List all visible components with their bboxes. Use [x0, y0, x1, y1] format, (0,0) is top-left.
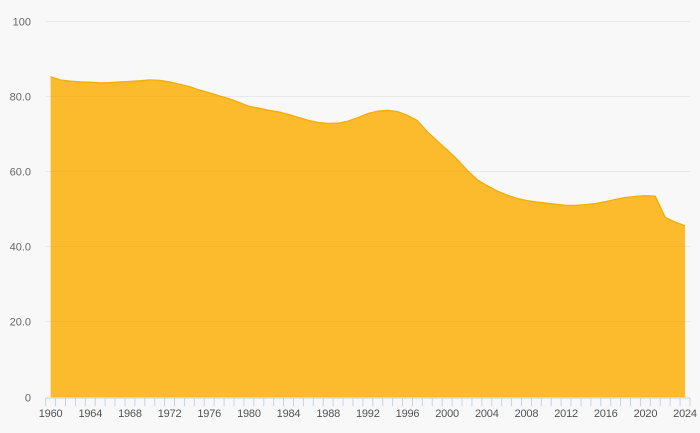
svg-text:2000: 2000: [435, 408, 459, 420]
svg-text:2004: 2004: [475, 408, 499, 420]
svg-text:1996: 1996: [396, 408, 420, 420]
svg-text:2012: 2012: [554, 408, 578, 420]
svg-text:20.0: 20.0: [10, 317, 31, 329]
svg-text:1972: 1972: [158, 408, 182, 420]
svg-text:100: 100: [13, 16, 31, 28]
svg-text:2016: 2016: [594, 408, 618, 420]
svg-text:1976: 1976: [197, 408, 221, 420]
svg-text:1980: 1980: [237, 408, 261, 420]
svg-text:2020: 2020: [634, 408, 658, 420]
svg-text:1988: 1988: [316, 408, 340, 420]
svg-text:40.0: 40.0: [10, 242, 31, 254]
svg-text:1964: 1964: [78, 408, 102, 420]
svg-text:2008: 2008: [515, 408, 539, 420]
svg-text:1984: 1984: [277, 408, 301, 420]
svg-text:1960: 1960: [39, 408, 63, 420]
svg-text:60.0: 60.0: [10, 166, 31, 178]
svg-text:80.0: 80.0: [10, 91, 31, 103]
svg-text:1992: 1992: [356, 408, 380, 420]
svg-text:0: 0: [25, 393, 31, 405]
svg-text:1968: 1968: [118, 408, 142, 420]
svg-text:2024: 2024: [673, 408, 697, 420]
